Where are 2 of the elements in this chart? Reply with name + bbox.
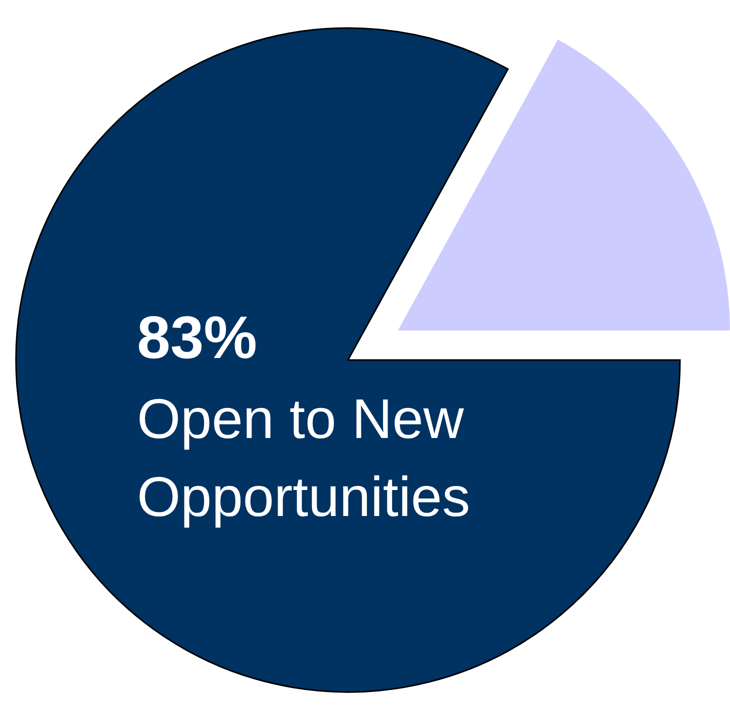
slice-label: Open to New Opportunities [137,387,470,528]
data-label: 83% [137,304,258,371]
